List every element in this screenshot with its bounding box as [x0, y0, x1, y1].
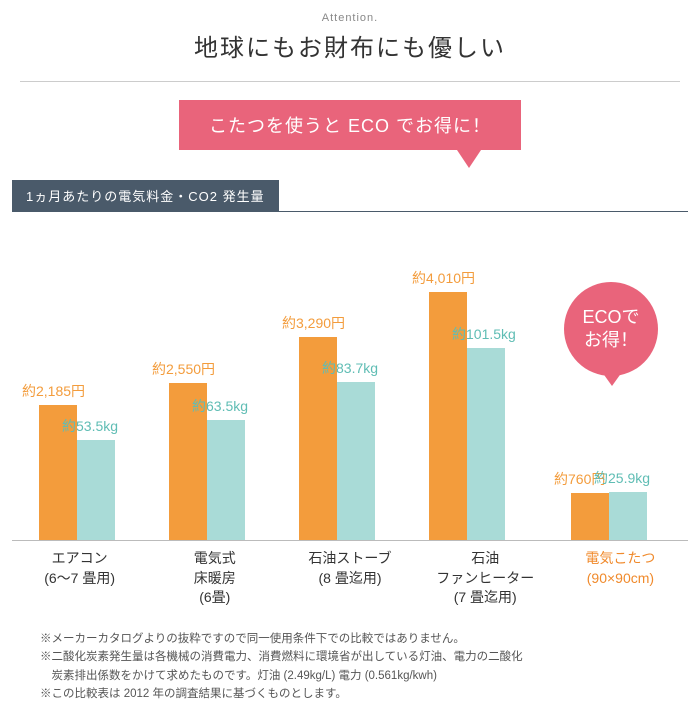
price-label: 約2,550円 — [152, 359, 215, 379]
page-title: 地球にもお財布にも優しい — [0, 24, 700, 81]
bar-group: 約2,550円約63.5kg — [152, 383, 262, 540]
bar-group: 約3,290円約83.7kg — [282, 337, 392, 540]
footnote-line: ※二酸化炭素発生量は各機械の消費電力、消費燃料に環境省が出している灯油、電力の二… — [40, 648, 660, 685]
bar-group: 約4,010円約101.5kg — [412, 292, 522, 540]
co2-bar — [609, 492, 647, 540]
price-label: 約2,185円 — [22, 381, 85, 401]
co2-bar — [467, 348, 505, 540]
bar-chart: ECOでお得！ 約2,185円約53.5kg約2,550円約63.5kg約3,2… — [12, 211, 688, 541]
price-label: 約3,290円 — [282, 313, 345, 333]
price-label: 約4,010円 — [412, 268, 475, 288]
footnote-line: ※メーカーカタログよりの抜粋ですので同一使用条件下での比較ではありません。 — [40, 630, 660, 648]
eco-badge: ECOでお得！ — [564, 282, 658, 376]
divider — [20, 81, 680, 82]
co2-label: 約101.5kg — [452, 324, 516, 344]
co2-label: 約63.5kg — [192, 396, 248, 416]
category-label: 電気こたつ(90×90cm) — [553, 549, 688, 608]
co2-label: 約25.9kg — [594, 468, 650, 488]
x-axis-labels: エアコン(6～7 畳用)電気式床暖房(6畳)石油ストーブ(8 畳迄用)石油ファン… — [12, 549, 688, 608]
co2-bar — [207, 420, 245, 540]
category-label: エアコン(6～7 畳用) — [12, 549, 147, 608]
category-label: 電気式床暖房(6畳) — [147, 549, 282, 608]
category-label: 石油ファンヒーター(7 畳迄用) — [418, 549, 553, 608]
co2-bar — [77, 440, 115, 540]
footnote-line: ※この比較表は 2012 年の調査結果に基づくものとします。 — [40, 685, 660, 703]
footnotes: ※メーカーカタログよりの抜粋ですので同一使用条件下での比較ではありません。※二酸… — [40, 630, 660, 703]
attention-label: Attention. — [0, 0, 700, 24]
co2-bar — [337, 382, 375, 540]
speech-bubble: こたつを使うと ECO でお得に！ — [179, 100, 521, 150]
bar-group: 約2,185円約53.5kg — [22, 405, 132, 540]
co2-label: 約53.5kg — [62, 416, 118, 436]
category-label: 石油ストーブ(8 畳迄用) — [282, 549, 417, 608]
co2-label: 約83.7kg — [322, 358, 378, 378]
price-bar — [571, 493, 609, 540]
bar-group: 約760円約25.9kg — [554, 492, 664, 540]
chart-title: 1ヵ月あたりの電気料金・CO2 発生量 — [12, 180, 279, 211]
